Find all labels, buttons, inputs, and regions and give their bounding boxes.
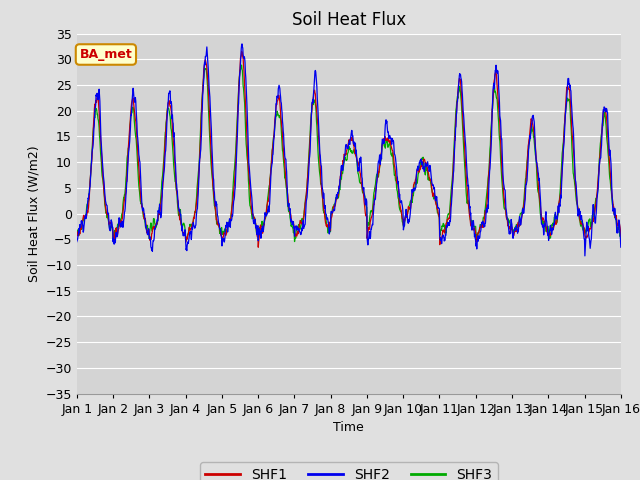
Y-axis label: Soil Heat Flux (W/m2): Soil Heat Flux (W/m2) — [27, 145, 40, 282]
Text: BA_met: BA_met — [79, 48, 132, 61]
Legend: SHF1, SHF2, SHF3: SHF1, SHF2, SHF3 — [200, 462, 498, 480]
X-axis label: Time: Time — [333, 421, 364, 434]
Title: Soil Heat Flux: Soil Heat Flux — [292, 11, 406, 29]
